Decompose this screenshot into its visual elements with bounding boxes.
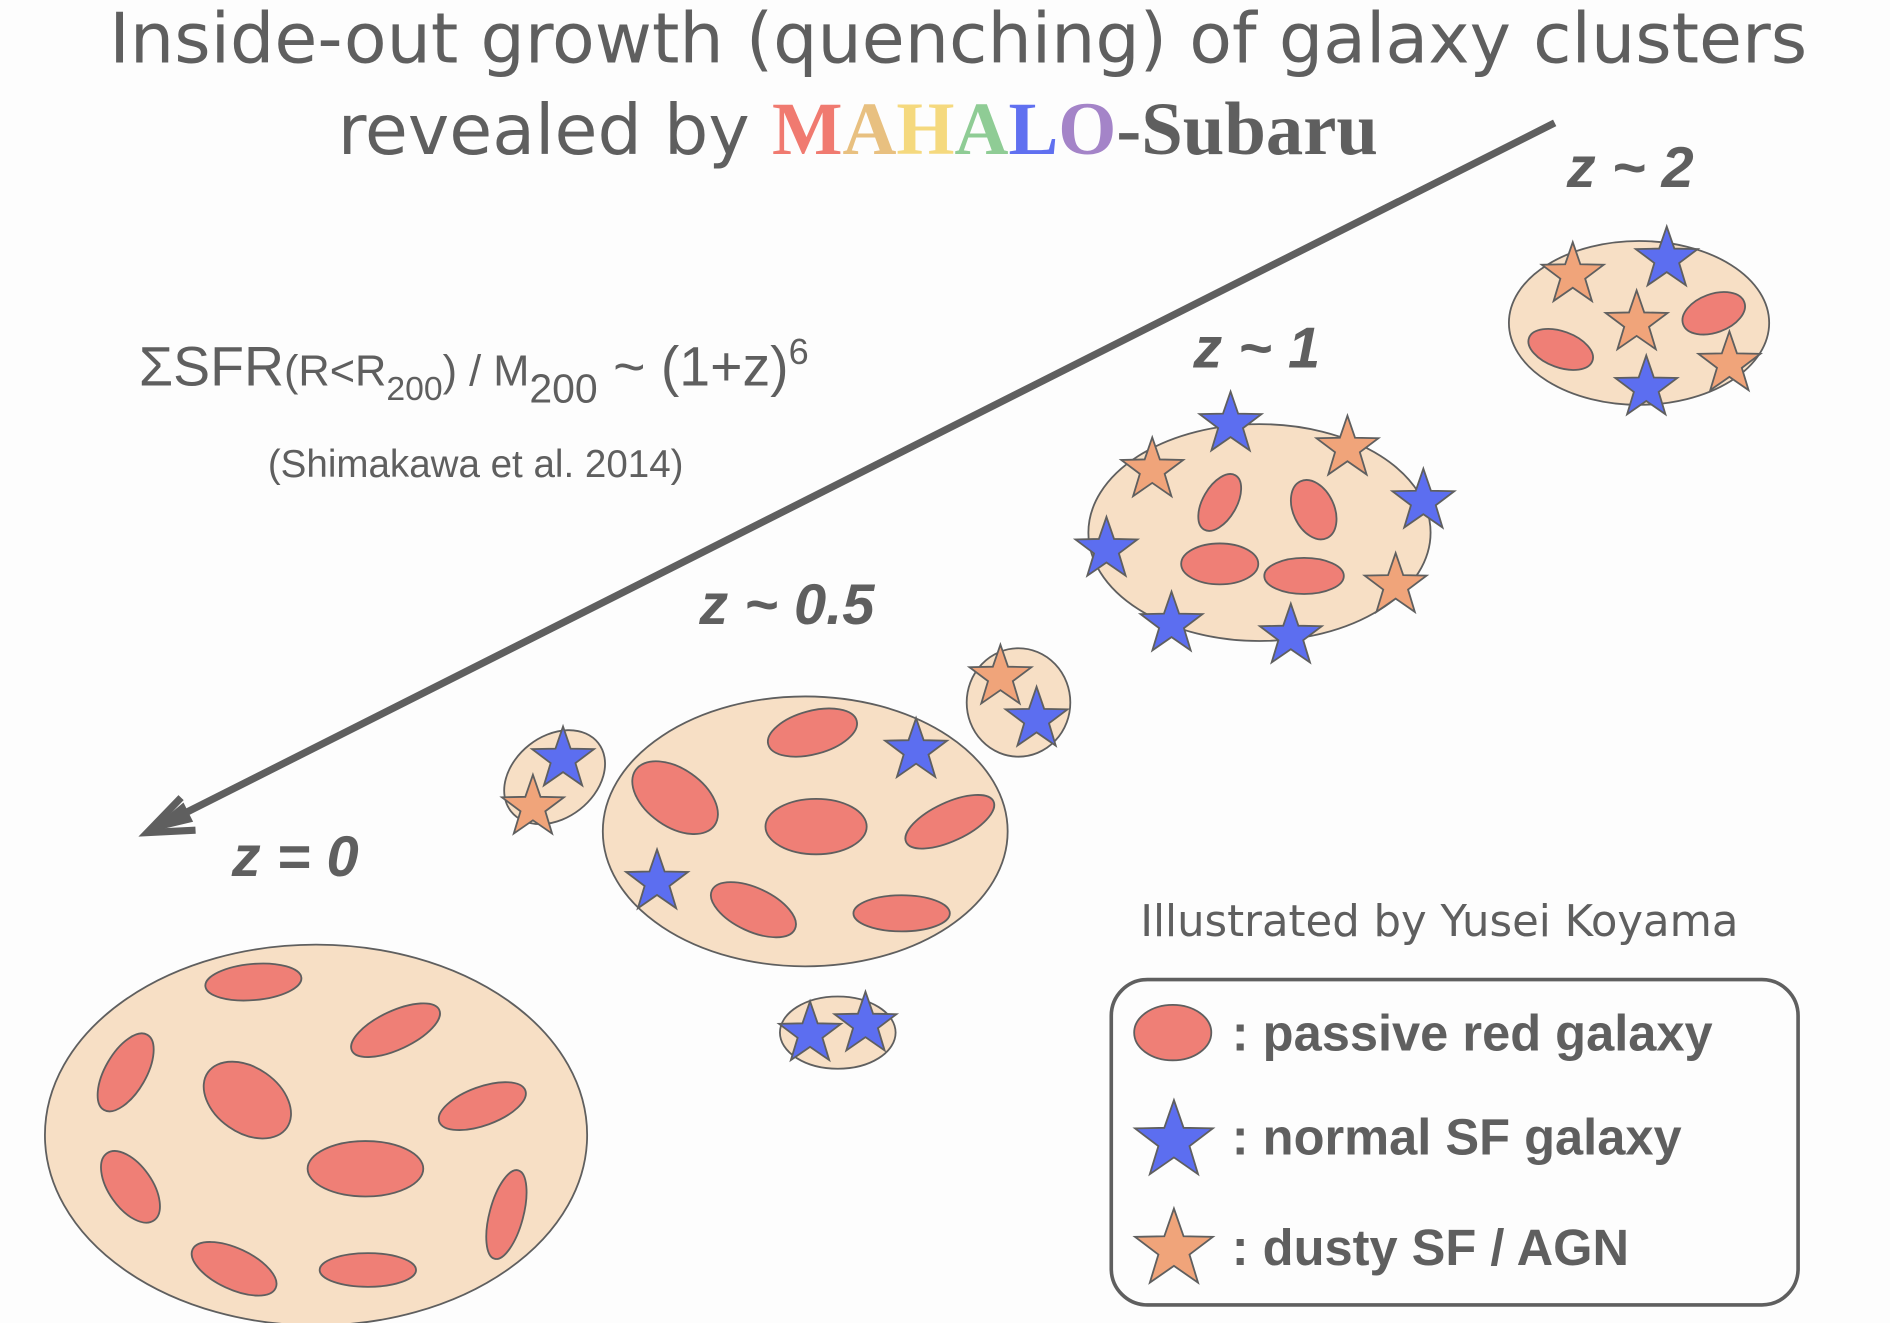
clusters <box>44 223 1771 1323</box>
dusty-sf-star-icon <box>1695 328 1763 393</box>
mahalo-letter: A <box>842 88 896 171</box>
dusty-sf-star-icon <box>1362 550 1430 615</box>
legend-label-normal-sf: : normal SF galaxy <box>1232 1108 1682 1165</box>
mahalo-letter: M <box>772 88 843 171</box>
legend-box <box>1109 977 1800 1307</box>
passive-red-galaxy <box>437 1081 527 1131</box>
legend-passive-ellipse-icon <box>1133 1003 1213 1062</box>
passive-red-galaxy <box>631 760 719 835</box>
normal-sf-star-icon <box>623 846 691 911</box>
legend-dusty-star-icon <box>1132 1205 1216 1285</box>
passive-red-galaxy <box>306 1140 425 1198</box>
legend-normal-sf-star-icon <box>1132 1097 1216 1177</box>
normal-sf-star-icon <box>1633 223 1701 288</box>
normal-sf-star-icon <box>529 723 597 788</box>
passive-red-galaxy <box>1527 327 1594 371</box>
reference: (Shimakawa et al. 2014) <box>268 443 684 486</box>
passive-red-galaxy <box>710 881 797 939</box>
passive-red-galaxy <box>485 1169 528 1260</box>
label-z2: z ~ 2 <box>1566 136 1694 200</box>
normal-sf-star-icon <box>776 998 844 1063</box>
normal-sf-star-icon <box>1389 465 1457 530</box>
normal-sf-star-icon <box>1196 388 1265 453</box>
formula-paren-open: (R<R <box>284 348 386 396</box>
passive-red-galaxy <box>96 1032 155 1113</box>
passive-red-galaxy <box>904 794 996 850</box>
passive-red-galaxy <box>204 962 303 1002</box>
passive-red-galaxy <box>202 1060 292 1140</box>
passive-red-galaxy <box>100 1150 161 1224</box>
passive-red-galaxy <box>852 894 951 933</box>
dusty-sf-star-icon <box>1539 239 1607 304</box>
galaxy-cluster <box>1507 223 1771 417</box>
normal-sf-star-icon <box>882 715 950 780</box>
dusty-sf-star-icon <box>966 641 1035 706</box>
dusty-sf-star-icon <box>1603 287 1671 352</box>
legend-label-dusty: : dusty SF / AGN <box>1232 1219 1629 1276</box>
galaxy-cluster <box>499 723 606 836</box>
passive-red-galaxy <box>350 1002 441 1058</box>
galaxy-cluster <box>601 695 1009 968</box>
galaxy-cluster <box>1072 388 1457 665</box>
dusty-sf-star-icon <box>1118 434 1186 499</box>
passive-red-galaxy <box>1263 556 1345 595</box>
passive-red-galaxy <box>1289 479 1338 541</box>
formula-sub2: 200 <box>529 365 597 411</box>
mahalo-letter: L <box>1008 88 1058 171</box>
formula-tail: ~ (1+z) <box>598 336 789 398</box>
title-suffix: -Subaru <box>1116 88 1378 171</box>
passive-red-galaxy <box>190 1241 278 1297</box>
label-z05: z ~ 0.5 <box>698 573 875 637</box>
mahalo-letter: A <box>955 88 1009 171</box>
passive-red-galaxy <box>318 1252 417 1288</box>
normal-sf-star-icon <box>1072 514 1141 578</box>
passive-red-galaxy <box>1180 542 1260 586</box>
title-line1: Inside-out growth (quenching) of galaxy … <box>109 0 1807 80</box>
normal-sf-star-icon <box>831 988 900 1053</box>
time-arrow <box>138 119 1557 837</box>
formula-sub1: 200 <box>386 370 442 408</box>
cluster-envelope <box>44 943 588 1323</box>
sfr-formula: ΣSFR(R<R200) / M200 ~ (1+z)6 <box>139 331 809 412</box>
dusty-sf-star-icon <box>1313 412 1382 477</box>
passive-red-galaxy <box>766 707 858 758</box>
credit: Illustrated by Yusei Koyama <box>1140 897 1738 947</box>
passive-red-galaxy <box>1197 473 1243 532</box>
galaxy-cluster <box>44 943 588 1323</box>
dusty-sf-star-icon <box>499 771 567 836</box>
passive-red-galaxy <box>764 797 868 856</box>
galaxy-cluster <box>776 988 900 1070</box>
label-z1: z ~ 1 <box>1192 317 1320 381</box>
legend: : passive red galaxy : normal SF galaxy … <box>1109 977 1800 1307</box>
formula-paren-close: ) / M <box>443 348 530 396</box>
mahalo-letter: O <box>1058 88 1116 171</box>
cluster-envelope <box>1087 423 1432 642</box>
title-prefix: revealed by <box>338 90 772 171</box>
formula-sup: 6 <box>789 331 809 372</box>
label-z0: z = 0 <box>231 825 359 889</box>
passive-red-galaxy <box>1681 291 1746 336</box>
galaxy-cluster <box>965 641 1072 758</box>
formula-main: ΣSFR <box>139 336 284 398</box>
legend-label-passive: : passive red galaxy <box>1232 1005 1713 1062</box>
mahalo-letter: H <box>896 88 954 171</box>
normal-sf-star-icon <box>1137 588 1206 653</box>
normal-sf-star-icon <box>1612 352 1680 417</box>
title-line2: revealed by MAHALO-Subaru <box>338 88 1378 171</box>
normal-sf-star-icon <box>1257 600 1325 665</box>
normal-sf-star-icon <box>1002 684 1071 748</box>
